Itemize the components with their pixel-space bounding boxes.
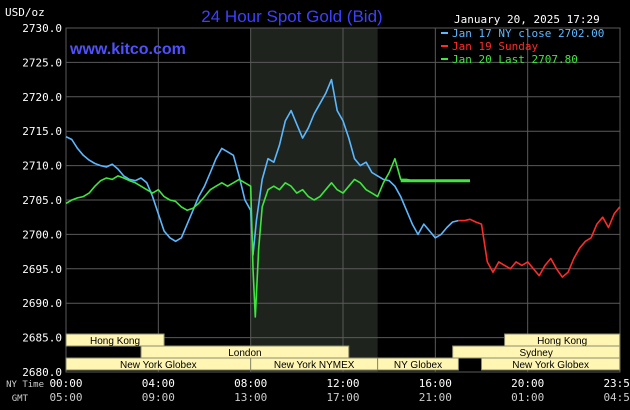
chart-title: 24 Hour Spot Gold (Bid) <box>201 7 382 26</box>
session-rect <box>65 333 165 347</box>
gmt-tick-label: 21:00 <box>419 391 452 404</box>
gmt-tick-label: 04:59 <box>603 391 630 404</box>
ny-time-tick-label: 23:59 <box>603 377 630 390</box>
series-line-jan20 <box>65 157 470 318</box>
session-box: Hong Kong <box>65 333 165 347</box>
legend-label-jan17: Jan 17 NY close 2702.00 <box>452 27 604 40</box>
ny-time-tick-label: 00:00 <box>49 377 82 390</box>
ny-time-tick-label: 08:00 <box>234 377 267 390</box>
session-box: Hong Kong <box>504 333 621 347</box>
gmt-tick-label: 09:00 <box>142 391 175 404</box>
y-tick-label: 2690.0 <box>22 297 62 310</box>
y-tick-label: 2720.0 <box>22 91 62 104</box>
session-label: New York Globex <box>120 360 197 371</box>
chart-timestamp: January 20, 2025 17:29 <box>454 13 600 26</box>
session-box: London <box>140 345 350 359</box>
price-series <box>65 78 621 318</box>
session-label: Hong Kong <box>90 336 140 347</box>
session-rect <box>377 357 459 371</box>
session-label: New York NYMEX <box>274 360 355 371</box>
series-line-jan17 <box>65 78 459 256</box>
legend-label-jan20: Jan 20 Last 2707.80 <box>452 53 578 66</box>
session-label: Hong Kong <box>537 336 587 347</box>
session-box: Sydney <box>452 345 621 359</box>
y-tick-label: 2730.0 <box>22 22 62 35</box>
y-tick-label: 2715.0 <box>22 125 62 138</box>
grid-lines <box>65 27 621 373</box>
gmt-tick-label: 05:00 <box>49 391 82 404</box>
y-tick-label: 2710.0 <box>22 160 62 173</box>
x-axis-ticks: 00:00 04:00 08:00 12:00 16:00 20:00 23:59 05:00… <box>49 377 630 404</box>
legend: Jan 17 NY close 2702.00 Jan 19 Sunday Ja… <box>441 27 604 66</box>
y-axis-ticks: 2730.0 2725.0 2720.0 2715.0 2710.0 2705.0 2700… <box>22 22 62 379</box>
session-box: New York Globex <box>481 357 621 371</box>
y-tick-label: 2685.0 <box>22 332 62 345</box>
ny-time-tick-label: 12:00 <box>326 377 359 390</box>
y-tick-label: 2695.0 <box>22 263 62 276</box>
gmt-tick-label: 13:00 <box>234 391 267 404</box>
y-tick-label: 2705.0 <box>22 194 62 207</box>
ny-time-tick-label: 20:00 <box>511 377 544 390</box>
ny-time-tick-label: 04:00 <box>142 377 175 390</box>
ny-time-label: NY Time <box>6 380 44 390</box>
session-label: NY Globex <box>394 360 442 371</box>
ny-time-tick-label: 16:00 <box>419 377 452 390</box>
session-label: New York Globex <box>512 360 589 371</box>
session-box: New York NYMEX <box>250 357 379 371</box>
y-tick-label: 2725.0 <box>22 56 62 69</box>
session-box: New York Globex <box>65 357 252 371</box>
session-rect <box>481 357 621 371</box>
session-label: Sydney <box>520 348 553 359</box>
y-axis-label: USD/oz <box>5 6 45 19</box>
y-tick-label: 2700.0 <box>22 228 62 241</box>
trading-sessions: Hong Kong London New York Globex New York N… <box>65 333 621 371</box>
legend-label-jan19: Jan 19 Sunday <box>452 40 538 53</box>
gmt-tick-label: 01:00 <box>511 391 544 404</box>
gmt-tick-label: 17:00 <box>326 391 359 404</box>
gmt-label: GMT <box>12 394 29 404</box>
series-line-jan19 <box>458 206 621 278</box>
watermark: www.kitco.com <box>69 41 186 58</box>
session-label: London <box>228 348 261 359</box>
y-tick-label: 2680.0 <box>22 366 62 379</box>
session-box: NY Globex <box>377 357 459 371</box>
